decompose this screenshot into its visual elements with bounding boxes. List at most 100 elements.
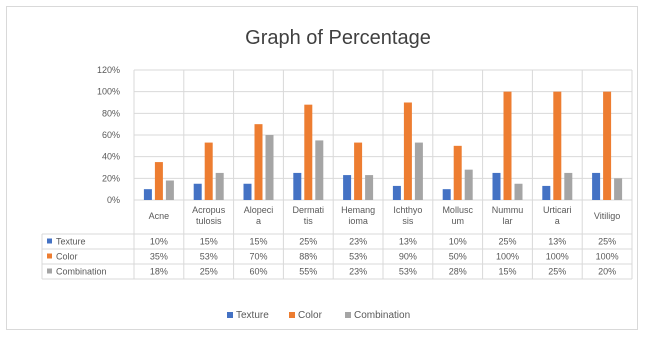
legend-key — [289, 312, 295, 318]
category-label: Mollusc um — [442, 205, 473, 226]
bar-color — [154, 162, 163, 200]
category-label: Hemang ioma — [341, 205, 375, 226]
category-label-line: Mollusc — [442, 205, 473, 215]
bar-combination — [514, 183, 523, 200]
data-label: 28% — [449, 267, 467, 277]
bar-texture — [592, 172, 601, 200]
category-label-line: ioma — [348, 216, 368, 226]
data-label: 55% — [299, 267, 317, 277]
bar-combination — [165, 180, 174, 200]
bar-color — [354, 142, 363, 200]
category-label-line: Acropus — [192, 205, 226, 215]
category-label: Acropus tulosis — [192, 205, 226, 226]
bar-color — [254, 124, 263, 200]
category-label-line: lar — [502, 216, 512, 226]
bar-combination — [414, 142, 423, 200]
data-label: 23% — [349, 237, 367, 247]
y-tick-label: 100% — [97, 87, 120, 97]
bar-color — [503, 91, 512, 200]
bar-texture — [193, 183, 202, 200]
row-legend-key — [47, 238, 52, 244]
category-label-line: Hemang — [341, 205, 375, 215]
data-label: 53% — [399, 267, 417, 277]
bar-combination — [315, 140, 324, 200]
y-tick-label: 120% — [97, 65, 120, 75]
data-label: 25% — [598, 237, 616, 247]
y-tick-label: 60% — [102, 130, 120, 140]
bar-combination — [215, 172, 224, 200]
data-label: 100% — [596, 252, 619, 262]
category-label-line: Nummu — [492, 205, 524, 215]
category-label-line: Ichthyo — [393, 205, 422, 215]
bar-color — [453, 145, 462, 200]
y-tick-label: 40% — [102, 152, 120, 162]
row-series-name: Texture — [56, 237, 86, 247]
bar-color — [403, 102, 412, 200]
bar-texture — [343, 175, 352, 200]
category-label-line: um — [451, 216, 464, 226]
row-series-name: Color — [56, 252, 78, 262]
category-label-line: a — [256, 216, 261, 226]
data-label: 50% — [449, 252, 467, 262]
bar-combination — [365, 175, 374, 200]
data-label: 100% — [496, 252, 519, 262]
bar-combination — [564, 172, 573, 200]
data-label: 15% — [249, 237, 267, 247]
data-label: 10% — [150, 237, 168, 247]
category-label-line: Acne — [149, 211, 170, 221]
category-label-line: sis — [402, 216, 413, 226]
data-label: 18% — [150, 267, 168, 277]
y-tick-label: 0% — [107, 195, 120, 205]
legend-label: Texture — [236, 310, 269, 321]
chart-title: Graph of Percentage — [245, 27, 431, 49]
bar-texture — [392, 185, 401, 200]
category-label-line: Urticari — [543, 205, 572, 215]
y-tick-label: 80% — [102, 108, 120, 118]
data-label: 25% — [200, 267, 218, 277]
data-label: 20% — [598, 267, 616, 277]
bar-color — [204, 142, 213, 200]
category-label-line: a — [555, 216, 560, 226]
bar-texture — [293, 172, 302, 200]
bar-texture — [542, 185, 551, 200]
category-label: Ichthyo sis — [393, 205, 422, 226]
data-label: 60% — [249, 267, 267, 277]
category-label: Urticari a — [543, 205, 572, 226]
bar-combination — [614, 178, 623, 200]
category-label: Vitiligo — [594, 211, 620, 221]
data-label: 13% — [399, 237, 417, 247]
bar-texture — [243, 183, 252, 200]
row-legend-key — [47, 268, 52, 274]
data-label: 23% — [349, 267, 367, 277]
y-tick-label: 20% — [102, 173, 120, 183]
data-label: 15% — [200, 237, 218, 247]
bar-texture — [492, 172, 501, 200]
category-label-line: Alopeci — [244, 205, 274, 215]
bar-combination — [464, 169, 473, 200]
data-label: 100% — [546, 252, 569, 262]
data-label: 53% — [349, 252, 367, 262]
category-label: Acne — [149, 211, 170, 221]
legend-label: Color — [298, 310, 323, 321]
category-label-line: Vitiligo — [594, 211, 620, 221]
category-label-line: tulosis — [196, 216, 222, 226]
bar-texture — [143, 189, 152, 200]
data-label: 25% — [548, 267, 566, 277]
legend-label: Combination — [354, 310, 410, 321]
data-label: 88% — [299, 252, 317, 262]
data-label: 13% — [548, 237, 566, 247]
category-label: Alopeci a — [244, 205, 274, 226]
bar-combination — [265, 135, 274, 200]
category-label: Nummu lar — [492, 205, 524, 226]
data-label: 90% — [399, 252, 417, 262]
category-label: Dermati tis — [293, 205, 325, 226]
data-label: 53% — [200, 252, 218, 262]
data-label: 15% — [498, 267, 516, 277]
data-label: 35% — [150, 252, 168, 262]
bar-color — [553, 91, 562, 200]
data-label: 70% — [249, 252, 267, 262]
bar-texture — [442, 189, 451, 200]
category-label-line: tis — [304, 216, 314, 226]
row-series-name: Combination — [56, 267, 107, 277]
